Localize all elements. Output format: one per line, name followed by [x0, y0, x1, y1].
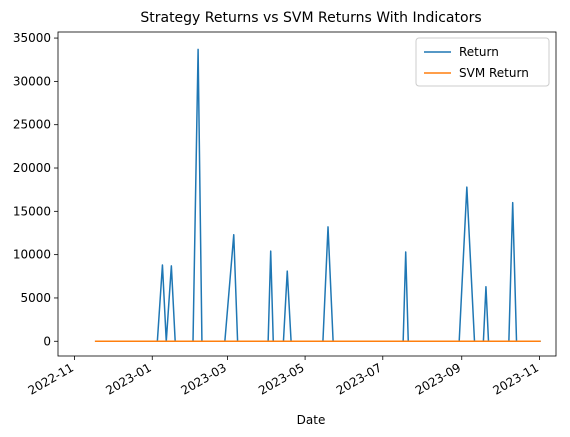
y-tick-label: 10000	[13, 248, 51, 262]
y-tick-label: 0	[43, 334, 51, 348]
legend-label-1: SVM Return	[459, 66, 529, 80]
y-tick-label: 20000	[13, 161, 51, 175]
y-tick-label: 15000	[13, 204, 51, 218]
y-tick-label: 5000	[20, 291, 51, 305]
y-tick-label: 30000	[13, 74, 51, 88]
legend-label-0: Return	[459, 45, 499, 59]
legend: Return SVM Return	[416, 38, 549, 86]
chart-title: Strategy Returns vs SVM Returns With Ind…	[140, 10, 481, 26]
x-axis-label: Date	[297, 413, 326, 427]
y-tick-label: 35000	[13, 31, 51, 45]
y-tick-label: 25000	[13, 118, 51, 132]
